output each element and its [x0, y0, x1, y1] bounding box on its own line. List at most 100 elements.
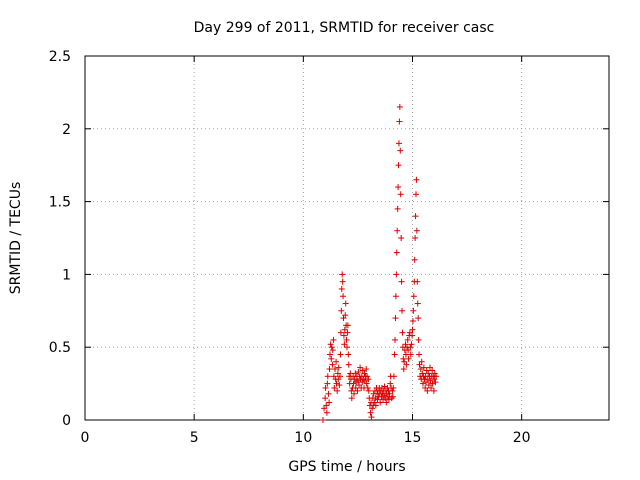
data-point: [412, 235, 419, 241]
data-point: [423, 367, 430, 374]
data-point: [392, 336, 399, 343]
data-point: [414, 300, 421, 307]
x-tick-label: 0: [81, 430, 90, 446]
data-point: [354, 387, 361, 394]
data-point: [411, 256, 418, 263]
data-point: [407, 351, 414, 358]
data-point: [333, 380, 340, 387]
data-point: [390, 384, 397, 391]
tick-labels: 0 5 10 15 20 0 0.5 1 1.5 2 2.5: [49, 49, 531, 446]
data-point: [398, 278, 405, 285]
data-point: [413, 176, 420, 183]
data-point: [324, 373, 331, 380]
data-point: [425, 370, 432, 377]
data-point: [404, 336, 411, 343]
grid: [85, 56, 609, 420]
data-point: [355, 368, 362, 375]
data-point: [413, 227, 420, 234]
data-point: [397, 147, 404, 154]
y-axis-label: SRMTID / TECUs: [8, 182, 24, 295]
data-point: [408, 341, 415, 348]
data-point: [364, 373, 371, 380]
data-point: [395, 140, 402, 147]
data-point: [410, 293, 417, 300]
data-point: [431, 370, 438, 377]
data-point: [330, 336, 337, 343]
data-point: [322, 384, 329, 391]
data-point: [329, 347, 336, 354]
data-point: [340, 293, 347, 300]
data-point: [344, 329, 351, 336]
data-points: [319, 103, 440, 423]
x-tick-label: 15: [404, 430, 422, 446]
data-point: [337, 373, 344, 380]
data-point: [327, 341, 334, 348]
data-point: [396, 118, 403, 125]
y-tick-label: 0.5: [49, 340, 71, 356]
data-point: [319, 417, 326, 423]
data-point: [342, 312, 349, 319]
data-point: [347, 370, 354, 377]
y-tick-label: 1: [62, 267, 71, 283]
data-point: [323, 402, 330, 409]
data-point: [396, 103, 403, 110]
y-tick-label: 0: [62, 413, 71, 429]
data-point: [393, 271, 400, 278]
data-point: [419, 370, 426, 377]
data-point: [326, 399, 333, 406]
data-point: [412, 191, 419, 198]
data-point: [403, 361, 410, 368]
data-point: [323, 409, 330, 416]
data-point: [382, 395, 389, 402]
data-point: [331, 366, 338, 373]
y-tick-label: 2: [62, 122, 71, 138]
y-tick-label: 1.5: [49, 195, 71, 211]
data-point: [361, 370, 368, 377]
data-point: [409, 317, 416, 324]
data-point: [400, 366, 407, 373]
plot-frame: [84, 55, 610, 421]
x-tick-label: 20: [513, 430, 531, 446]
data-point: [324, 380, 331, 387]
data-point: [368, 414, 375, 421]
data-point: [395, 162, 402, 169]
data-point: [350, 390, 357, 397]
data-point: [335, 364, 342, 371]
data-point: [417, 366, 424, 373]
data-point: [342, 300, 349, 307]
axis-ticks: [84, 55, 609, 421]
x-tick-label: 5: [190, 430, 199, 446]
data-point: [328, 355, 335, 362]
data-point: [371, 399, 378, 406]
data-point: [419, 380, 426, 387]
data-point: [354, 377, 361, 384]
data-point: [343, 336, 350, 343]
data-point: [390, 373, 397, 380]
data-point: [389, 393, 396, 400]
data-point: [420, 364, 427, 371]
data-point: [364, 384, 371, 391]
data-point: [336, 382, 343, 389]
data-point: [383, 399, 390, 406]
data-point: [418, 358, 425, 365]
data-point: [386, 390, 393, 397]
data-point: [329, 361, 336, 368]
data-point: [326, 351, 333, 358]
data-point: [429, 380, 436, 387]
x-axis-label: GPS time / hours: [288, 459, 405, 475]
data-point: [337, 351, 344, 358]
data-point: [393, 249, 400, 256]
data-point: [374, 396, 381, 403]
data-point: [328, 344, 335, 351]
data-point: [392, 293, 399, 300]
data-point: [392, 315, 399, 322]
data-point: [397, 191, 404, 198]
data-point: [391, 351, 398, 358]
data-point: [394, 227, 401, 234]
data-point: [345, 361, 352, 368]
data-point: [344, 344, 350, 351]
data-point: [337, 329, 344, 336]
chart-title: Day 299 of 2011, SRMTID for receiver cas…: [194, 20, 495, 36]
data-point: [429, 367, 436, 374]
x-tick-label: 10: [294, 430, 312, 446]
